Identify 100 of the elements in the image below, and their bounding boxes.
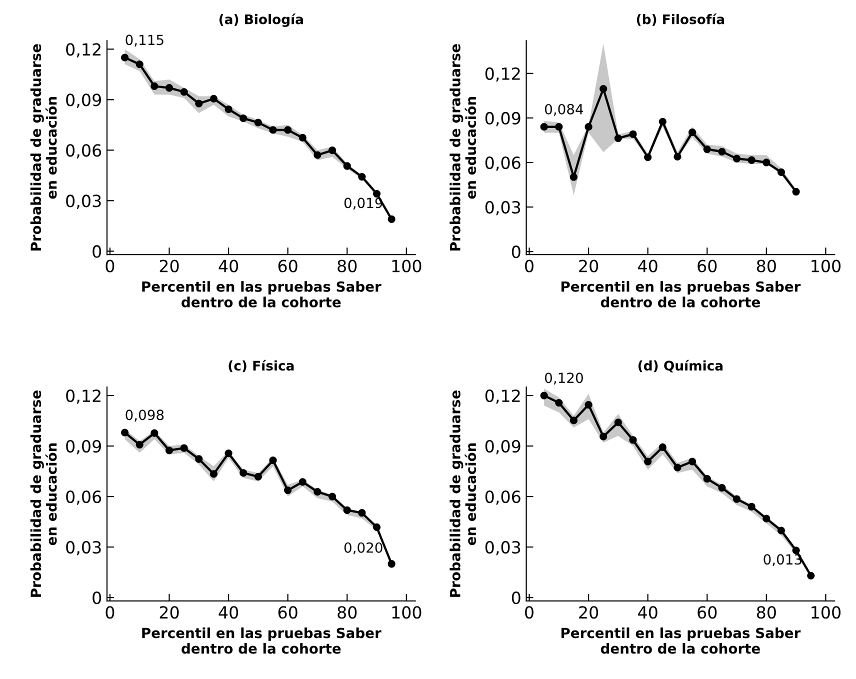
point [658, 443, 666, 452]
point [777, 168, 786, 176]
x-tick-label: 0 [525, 260, 534, 272]
point [195, 455, 203, 463]
point [240, 114, 248, 122]
y-tick-label: 0 [512, 246, 520, 258]
y-axis-title: Probabilidad de graduarse en educación [450, 390, 476, 597]
point [224, 105, 232, 114]
point [269, 126, 277, 134]
y-tick-label: 0,06 [485, 490, 520, 505]
point [284, 486, 292, 494]
data-label: 0,098 [126, 410, 164, 422]
y-tick-label: 0 [512, 592, 520, 604]
point [165, 446, 174, 454]
x-tick-label: 40 [218, 260, 238, 272]
point [224, 449, 232, 458]
point [792, 188, 800, 196]
point [210, 470, 218, 478]
y-tick-label: 0 [92, 592, 102, 604]
point [555, 123, 563, 131]
y-tick-label: 0 [92, 245, 102, 258]
point [688, 458, 696, 466]
x-tick-label: 20 [160, 260, 179, 272]
x-tick-label: 80 [338, 260, 357, 272]
x-tick-label: 80 [756, 606, 776, 619]
point [314, 488, 322, 496]
point [314, 151, 322, 159]
point [388, 215, 396, 224]
x-tick-label: 20 [579, 260, 598, 272]
point [388, 560, 396, 568]
point [614, 134, 622, 142]
x-tick-label: 40 [638, 260, 658, 272]
x-tick-label: 60 [278, 606, 298, 619]
y-tick-label: 0,03 [485, 200, 520, 216]
point [584, 400, 592, 409]
point [254, 118, 262, 126]
y-axis-title: Probabilidad de graduarse en educación [450, 44, 476, 251]
point [284, 126, 292, 134]
point [180, 444, 188, 452]
x-tick-label: 100 [392, 260, 422, 272]
point [658, 118, 666, 126]
point [718, 148, 726, 156]
y-tick-label: 0,06 [66, 490, 102, 505]
point [777, 526, 786, 534]
point [240, 469, 248, 477]
y-tick-label: 0,09 [66, 440, 101, 454]
x-tick-label: 0 [106, 606, 114, 619]
y-tick-label: 0,09 [485, 112, 520, 126]
point [372, 523, 381, 531]
point [732, 495, 741, 503]
point [688, 128, 696, 136]
x-tick-label: 100 [812, 260, 841, 272]
x-tick-label: 60 [278, 260, 298, 272]
x-tick-label: 20 [579, 606, 598, 619]
point [540, 123, 548, 131]
x-tick-label: 40 [218, 606, 238, 619]
y-tick-label: 0,03 [66, 194, 101, 209]
point [120, 54, 129, 62]
chart-title: (a) Biología [219, 14, 303, 27]
x-tick-label: 0 [106, 260, 114, 272]
point [120, 428, 129, 436]
point [298, 478, 306, 486]
point [762, 514, 770, 522]
y-tick-label: 0,03 [66, 541, 101, 556]
point [807, 572, 815, 580]
point [703, 475, 711, 483]
point [372, 190, 381, 198]
x-tick-label: 20 [160, 606, 179, 619]
point [718, 484, 726, 492]
x-axis-title: Percentil en las pruebas Saber dentro de la cohorte [561, 281, 801, 308]
point [136, 440, 144, 449]
point [180, 88, 188, 96]
point [358, 172, 366, 181]
point [328, 492, 336, 500]
point [674, 464, 682, 472]
point [540, 392, 548, 400]
y-tick-label: 0,09 [485, 440, 520, 454]
point [570, 173, 578, 181]
point [165, 84, 174, 92]
point [195, 100, 203, 108]
point [150, 429, 158, 437]
x-axis-title: Percentil en las pruebas Saber dentro de la cohorte [142, 627, 382, 654]
chart-title: (d) Química [638, 360, 723, 372]
chart-title: (b) Filosofía [636, 14, 724, 26]
point [584, 123, 592, 131]
point [358, 509, 366, 517]
y-tick-label: 0,06 [485, 156, 520, 171]
point [629, 130, 637, 138]
point [629, 436, 637, 444]
point [748, 156, 756, 164]
x-tick-label: 60 [698, 606, 717, 619]
point [600, 85, 608, 93]
x-tick-label: 100 [812, 606, 841, 619]
y-tick-label: 0,12 [485, 67, 520, 82]
point [210, 94, 218, 102]
point [600, 432, 608, 440]
point [674, 152, 682, 161]
x-axis-title: Percentil en las pruebas Saber dentro de la cohorte [561, 627, 801, 654]
point [703, 145, 711, 154]
point [150, 82, 158, 90]
